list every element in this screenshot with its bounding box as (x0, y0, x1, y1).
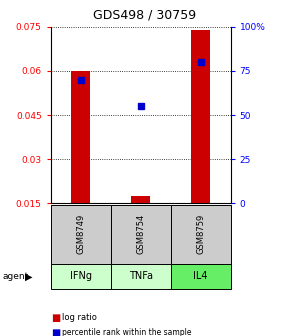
Text: GSM8754: GSM8754 (136, 214, 145, 254)
Bar (51, 264, 111, 289)
Text: IL4: IL4 (193, 271, 208, 281)
Text: percentile rank within the sample: percentile rank within the sample (62, 328, 192, 336)
Bar (111, 264, 171, 289)
Text: agent: agent (3, 272, 29, 281)
Text: ■: ■ (51, 312, 60, 323)
Text: GDS498 / 30759: GDS498 / 30759 (93, 8, 197, 22)
Text: ■: ■ (51, 328, 60, 336)
Bar (111, 205, 171, 264)
Text: log ratio: log ratio (62, 313, 97, 322)
Text: TNFa: TNFa (129, 271, 153, 281)
Text: GSM8749: GSM8749 (76, 214, 85, 254)
Bar (191, 30, 210, 203)
Bar (131, 196, 150, 203)
Bar (171, 205, 231, 264)
Bar (71, 71, 90, 203)
Bar (171, 264, 231, 289)
Text: ▶: ▶ (25, 271, 32, 281)
Text: GSM8759: GSM8759 (196, 214, 205, 254)
Bar (51, 205, 111, 264)
Text: IFNg: IFNg (70, 271, 92, 281)
